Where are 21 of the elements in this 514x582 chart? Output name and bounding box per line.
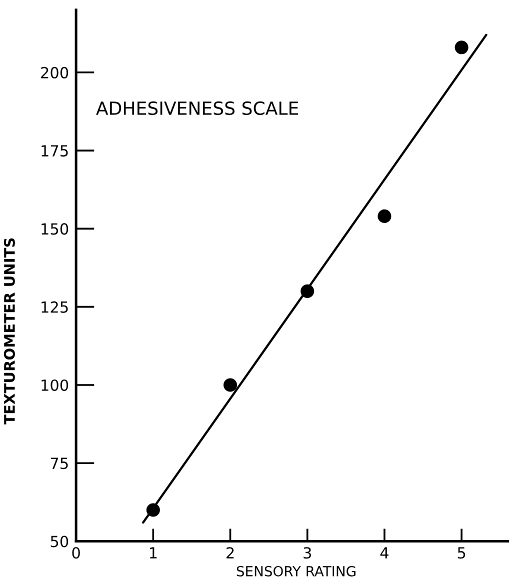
- y-tick-label: 75: [50, 458, 68, 470]
- x-tick-label: 1: [150, 547, 157, 558]
- point: [224, 378, 238, 392]
- y-tick-label: 150: [42, 223, 68, 235]
- x-tick-label: 5: [458, 547, 466, 559]
- point: [300, 284, 314, 298]
- y-tick-label: 175: [42, 145, 68, 157]
- x-tick-label: 3: [304, 547, 312, 559]
- x-tick-label: 0: [72, 547, 80, 559]
- annotation: ADHESIVENESS SCALE: [96, 101, 298, 116]
- x-axis-title: SENSORY RATING: [236, 566, 356, 576]
- y-axis-title: TEXTUROMETER UNITS: [4, 238, 15, 424]
- x-tick-label: 4: [380, 547, 388, 558]
- point: [146, 503, 160, 517]
- x-tick-label: 2: [226, 547, 234, 558]
- y-tick-label: 125: [42, 301, 68, 313]
- point: [454, 40, 468, 54]
- y-tick-label: 200: [41, 66, 68, 78]
- y-tick-label: 50: [50, 536, 68, 548]
- point: [378, 209, 392, 223]
- y-tick-label: 100: [42, 379, 68, 391]
